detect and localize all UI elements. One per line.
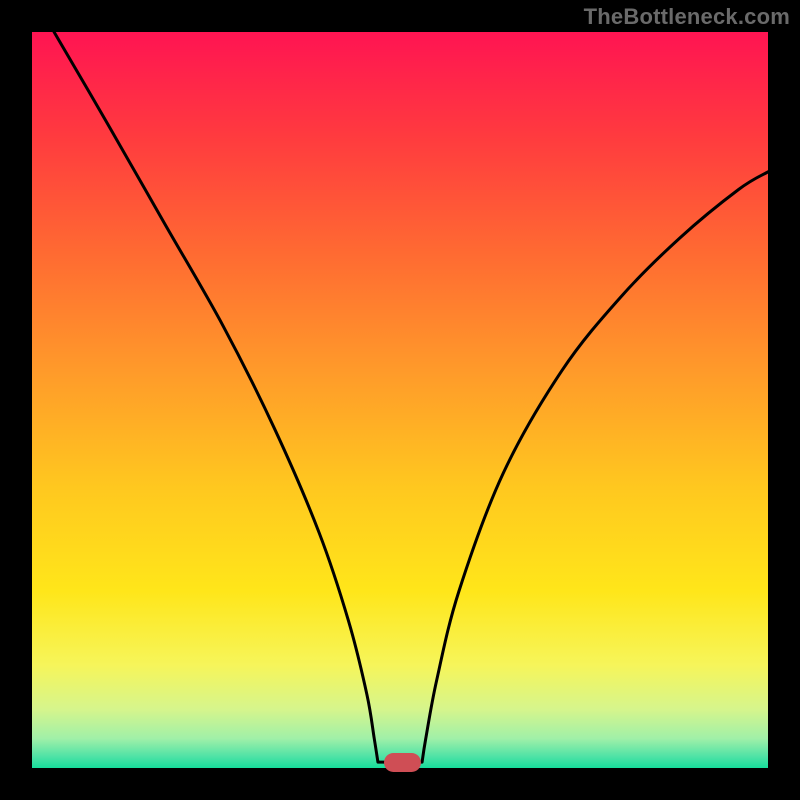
bottleneck-curve	[32, 32, 768, 768]
optimum-marker	[384, 753, 421, 772]
attribution-label: TheBottleneck.com	[584, 4, 790, 30]
chart-container: TheBottleneck.com	[0, 0, 800, 800]
plot-area	[32, 32, 768, 768]
